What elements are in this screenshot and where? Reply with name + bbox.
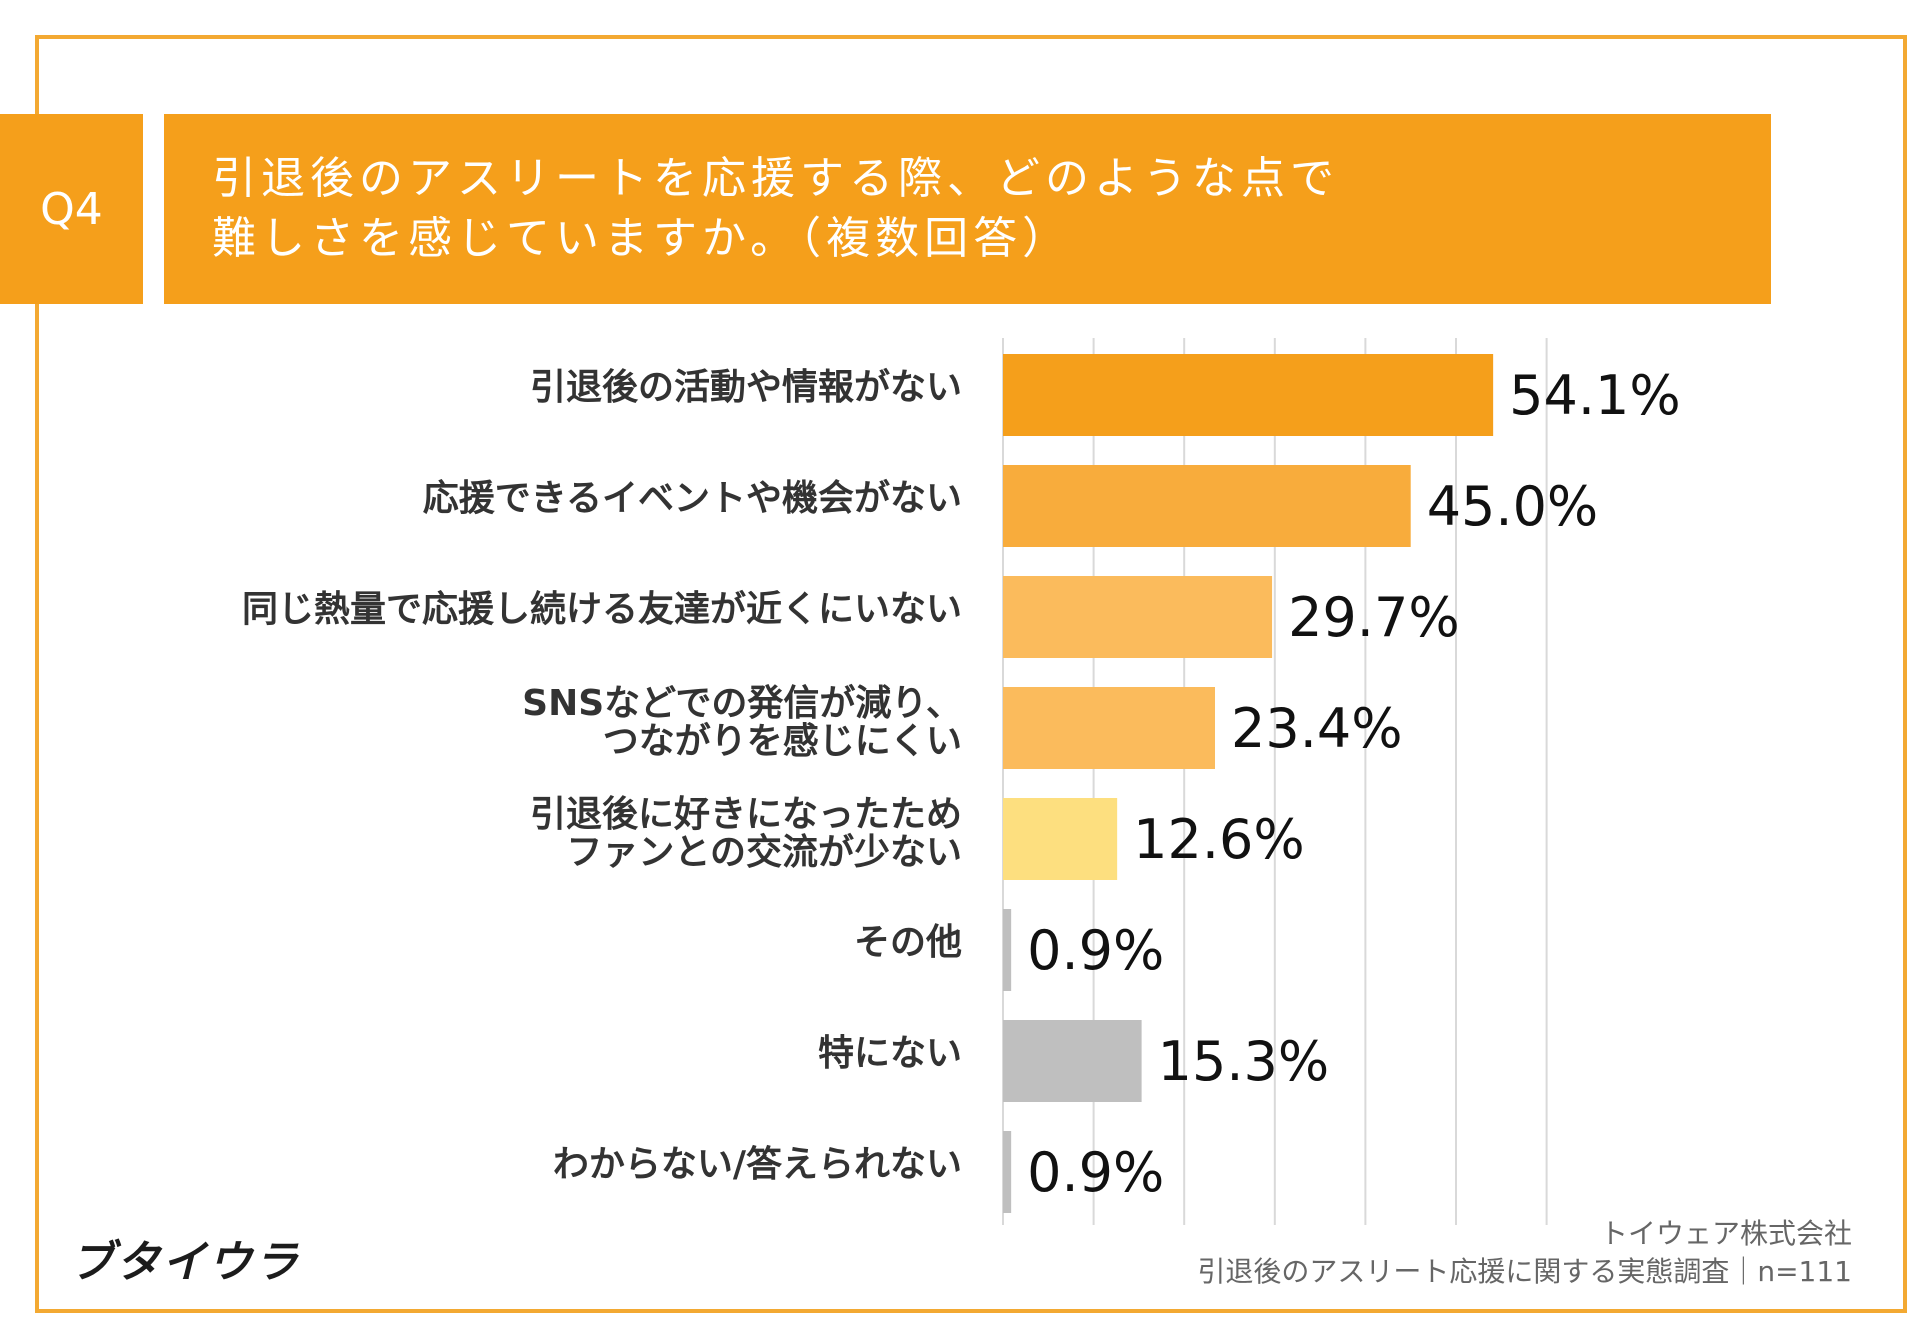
- category-label: 同じ熱量で応援し続ける友達が近くにいない: [242, 589, 962, 630]
- category-label: SNSなどでの発信が減り、: [522, 683, 962, 724]
- bar: [1003, 354, 1494, 436]
- value-label: 12.6%: [1133, 808, 1305, 871]
- value-label: 29.7%: [1288, 586, 1460, 649]
- value-label: 23.4%: [1231, 697, 1403, 760]
- category-label: 応援できるイベントや機会がない: [423, 478, 962, 519]
- bar: [1003, 465, 1411, 547]
- brand-logo: ブタイウラ: [70, 1237, 300, 1288]
- question-title-line-1: 引退後のアスリートを応援する際、どのような点で: [212, 153, 1339, 204]
- bar: [1003, 909, 1012, 991]
- value-label: 45.0%: [1427, 475, 1599, 538]
- question-title-box: 引退後のアスリートを応援する際、どのような点で 難しさを感じていますか。（複数回…: [164, 114, 1771, 304]
- question-number-badge: Q4: [0, 114, 143, 304]
- survey-info: 引退後のアスリート応援に関する実態調査｜n=111: [1197, 1255, 1852, 1288]
- bar: [1003, 1020, 1142, 1102]
- source-note: トイウェア株式会社 引退後のアスリート応援に関する実態調査｜n=111: [1197, 1215, 1852, 1291]
- company-name: トイウェア株式会社: [1599, 1217, 1852, 1250]
- bar: [1003, 576, 1273, 658]
- question-number: Q4: [40, 183, 103, 235]
- bar: [1003, 798, 1118, 880]
- category-label: その他: [854, 922, 962, 963]
- category-label: つながりを感じにくい: [603, 721, 962, 762]
- category-label: 特にない: [818, 1033, 962, 1074]
- category-label: 引退後に好きになったため: [530, 794, 962, 835]
- category-label: わからない/答えられない: [553, 1144, 962, 1185]
- value-label: 0.9%: [1027, 1141, 1164, 1204]
- bar: [1003, 1131, 1012, 1213]
- chart-frame: [35, 35, 1907, 1313]
- value-label: 15.3%: [1158, 1030, 1330, 1093]
- value-label: 54.1%: [1509, 364, 1681, 427]
- category-label: 引退後の活動や情報がない: [530, 367, 962, 408]
- category-label: ファンとの交流が少ない: [566, 831, 962, 873]
- question-title-line-2: 難しさを感じていますか。（複数回答）: [212, 213, 1072, 264]
- value-label: 0.9%: [1027, 919, 1164, 982]
- bar: [1003, 687, 1216, 769]
